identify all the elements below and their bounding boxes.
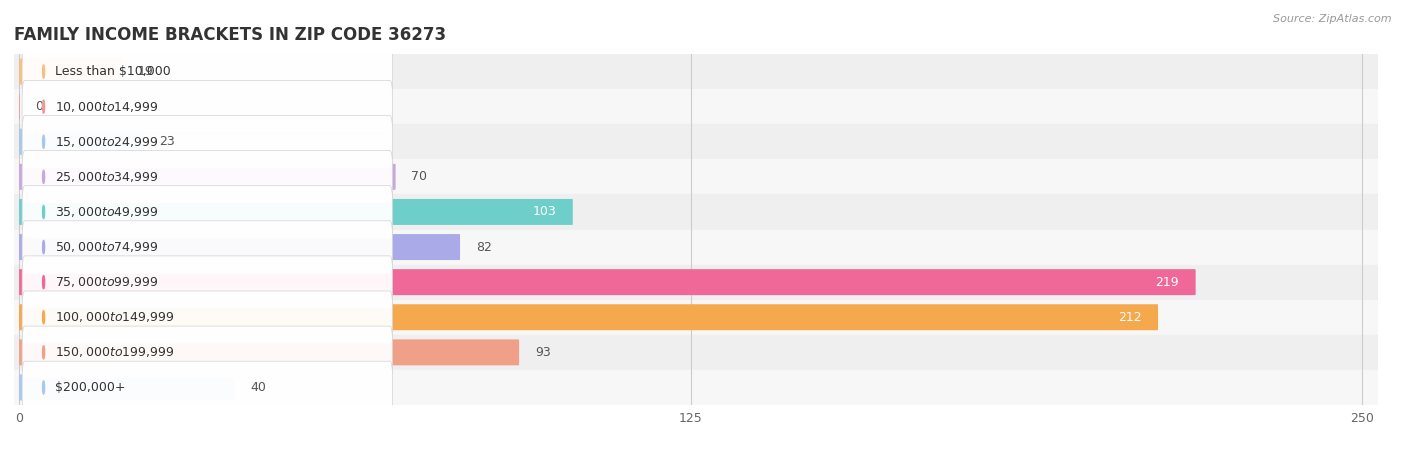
FancyBboxPatch shape [22,81,392,133]
Text: $35,000 to $49,999: $35,000 to $49,999 [55,205,159,219]
FancyBboxPatch shape [20,129,143,155]
Text: 70: 70 [412,171,427,183]
FancyBboxPatch shape [22,45,392,98]
Text: $50,000 to $74,999: $50,000 to $74,999 [55,240,159,254]
Text: FAMILY INCOME BRACKETS IN ZIP CODE 36273: FAMILY INCOME BRACKETS IN ZIP CODE 36273 [14,26,446,44]
FancyBboxPatch shape [20,234,460,260]
Text: $100,000 to $149,999: $100,000 to $149,999 [55,310,174,324]
FancyBboxPatch shape [22,116,392,168]
Bar [14,370,1378,405]
Text: Less than $10,000: Less than $10,000 [55,65,172,78]
Circle shape [42,310,45,324]
Text: $15,000 to $24,999: $15,000 to $24,999 [55,135,159,149]
Circle shape [42,100,45,113]
Text: $75,000 to $99,999: $75,000 to $99,999 [55,275,159,289]
FancyBboxPatch shape [22,151,392,203]
Bar [14,54,1378,89]
Circle shape [42,275,45,289]
Bar [14,89,1378,124]
Bar [14,194,1378,230]
FancyBboxPatch shape [20,164,395,190]
Bar [14,335,1378,370]
FancyBboxPatch shape [20,199,572,225]
Text: 212: 212 [1118,311,1142,324]
Circle shape [42,65,45,78]
FancyBboxPatch shape [20,339,519,365]
FancyBboxPatch shape [20,374,235,400]
Text: 93: 93 [534,346,551,359]
Text: 23: 23 [159,135,174,148]
FancyBboxPatch shape [20,304,1159,330]
Bar [14,300,1378,335]
Bar [14,265,1378,300]
Text: 103: 103 [533,206,557,218]
Circle shape [42,170,45,184]
Text: 19: 19 [138,65,153,78]
Text: Source: ZipAtlas.com: Source: ZipAtlas.com [1274,14,1392,23]
Bar [14,230,1378,265]
Text: $150,000 to $199,999: $150,000 to $199,999 [55,345,174,360]
Text: 219: 219 [1156,276,1180,288]
Circle shape [42,381,45,394]
FancyBboxPatch shape [20,58,122,85]
FancyBboxPatch shape [22,326,392,378]
Text: 0: 0 [35,100,44,113]
FancyBboxPatch shape [22,221,392,273]
Text: $200,000+: $200,000+ [55,381,127,394]
FancyBboxPatch shape [22,361,392,414]
Circle shape [42,135,45,148]
FancyBboxPatch shape [22,186,392,238]
Text: $10,000 to $14,999: $10,000 to $14,999 [55,99,159,114]
FancyBboxPatch shape [22,256,392,308]
Circle shape [42,346,45,359]
FancyBboxPatch shape [22,291,392,343]
Circle shape [42,240,45,254]
Text: 40: 40 [250,381,266,394]
Circle shape [42,205,45,219]
Bar [14,124,1378,159]
Text: $25,000 to $34,999: $25,000 to $34,999 [55,170,159,184]
FancyBboxPatch shape [20,269,1195,295]
Bar [14,159,1378,194]
Text: 82: 82 [475,241,492,253]
